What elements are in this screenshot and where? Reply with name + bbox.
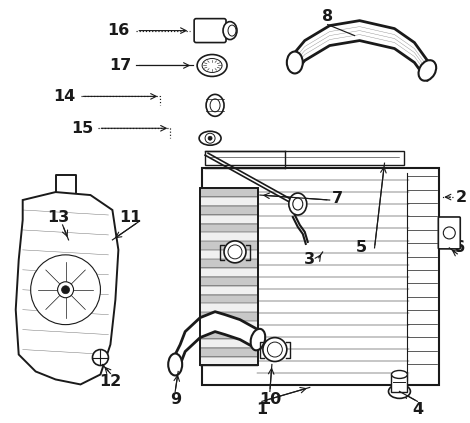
Bar	[205, 151, 405, 165]
Bar	[200, 232, 258, 242]
Text: 3: 3	[304, 253, 315, 267]
Bar	[200, 250, 258, 260]
Ellipse shape	[267, 342, 282, 357]
Bar	[200, 312, 258, 321]
Bar	[200, 348, 258, 357]
Ellipse shape	[263, 338, 287, 362]
Ellipse shape	[202, 58, 222, 72]
Ellipse shape	[224, 241, 246, 263]
Bar	[200, 277, 258, 286]
Bar	[202, 168, 439, 385]
Circle shape	[31, 255, 101, 324]
Ellipse shape	[228, 245, 242, 259]
Ellipse shape	[287, 52, 303, 74]
Circle shape	[443, 227, 455, 239]
Text: 16: 16	[107, 23, 130, 38]
Ellipse shape	[419, 60, 436, 81]
Text: 17: 17	[109, 58, 132, 73]
Bar	[200, 294, 258, 304]
Bar	[200, 286, 258, 295]
Text: 14: 14	[54, 89, 76, 104]
Ellipse shape	[251, 329, 265, 350]
Ellipse shape	[392, 371, 407, 379]
Text: 5: 5	[356, 240, 367, 255]
Ellipse shape	[93, 349, 109, 365]
Polygon shape	[175, 312, 258, 374]
Polygon shape	[16, 192, 118, 385]
FancyBboxPatch shape	[439, 217, 460, 249]
Bar	[200, 206, 258, 215]
Bar	[200, 215, 258, 224]
Bar	[200, 321, 258, 330]
Ellipse shape	[223, 22, 237, 40]
Ellipse shape	[210, 99, 220, 112]
Ellipse shape	[389, 385, 410, 398]
Bar	[200, 303, 258, 313]
Bar	[200, 259, 258, 269]
Text: 8: 8	[322, 9, 333, 24]
FancyBboxPatch shape	[194, 19, 226, 43]
Ellipse shape	[289, 193, 307, 215]
Bar	[200, 357, 258, 366]
Text: 12: 12	[99, 374, 122, 389]
Bar	[200, 330, 258, 339]
Ellipse shape	[206, 94, 224, 116]
Circle shape	[62, 286, 70, 294]
Circle shape	[58, 282, 73, 298]
Bar	[392, 374, 407, 393]
Text: 11: 11	[119, 211, 141, 225]
Text: 15: 15	[71, 121, 94, 136]
Bar	[200, 268, 258, 277]
Polygon shape	[295, 21, 427, 80]
Ellipse shape	[199, 131, 221, 145]
Text: 2: 2	[456, 190, 467, 205]
Text: 7: 7	[332, 190, 343, 206]
Text: 9: 9	[170, 392, 181, 407]
Text: 6: 6	[454, 240, 465, 255]
Bar	[200, 188, 258, 198]
Bar	[200, 241, 258, 251]
Ellipse shape	[228, 25, 236, 36]
Bar	[200, 339, 258, 348]
Bar	[200, 197, 258, 206]
Ellipse shape	[293, 198, 303, 210]
Text: 13: 13	[47, 211, 70, 225]
Text: 10: 10	[259, 392, 281, 407]
Bar	[200, 188, 258, 365]
Circle shape	[205, 133, 215, 143]
Ellipse shape	[168, 354, 182, 376]
Ellipse shape	[197, 55, 227, 77]
Bar	[200, 224, 258, 233]
Text: 1: 1	[256, 402, 267, 417]
Circle shape	[208, 136, 212, 140]
Text: 4: 4	[412, 402, 423, 417]
